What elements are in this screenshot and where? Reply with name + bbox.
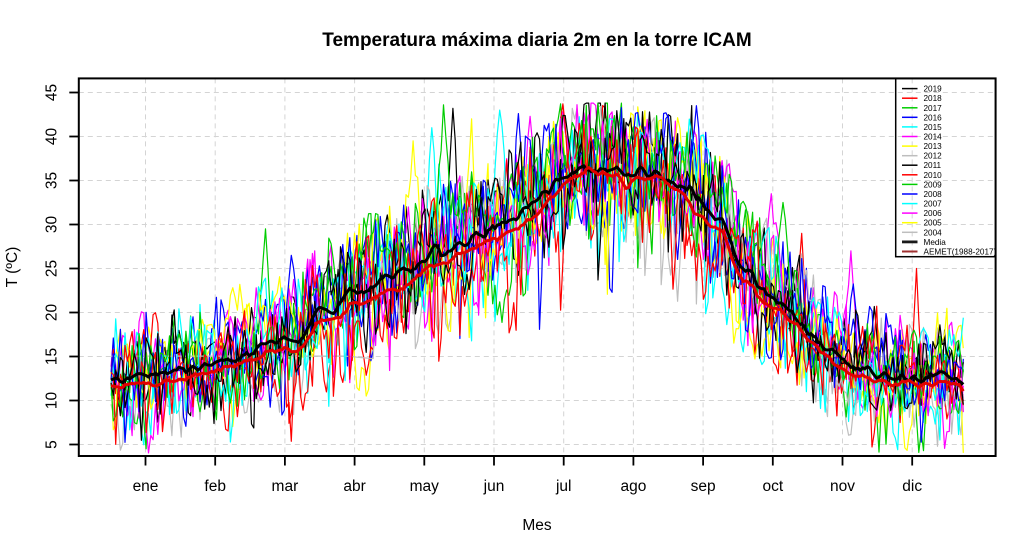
svg-text:nov: nov — [830, 478, 855, 495]
svg-text:T (ºC): T (ºC) — [4, 247, 21, 288]
svg-text:2009: 2009 — [924, 180, 943, 189]
svg-text:45: 45 — [43, 84, 60, 101]
svg-text:2017: 2017 — [924, 104, 943, 113]
svg-text:2016: 2016 — [924, 113, 943, 122]
svg-text:2008: 2008 — [924, 190, 943, 199]
svg-text:2010: 2010 — [924, 171, 943, 180]
svg-text:2007: 2007 — [924, 200, 943, 209]
svg-text:10: 10 — [43, 392, 60, 410]
svg-text:oct: oct — [762, 478, 783, 495]
svg-text:2005: 2005 — [924, 219, 943, 228]
svg-text:sep: sep — [691, 478, 716, 495]
svg-text:30: 30 — [43, 216, 60, 234]
svg-text:jun: jun — [483, 478, 505, 495]
svg-text:dic: dic — [902, 478, 922, 495]
svg-text:35: 35 — [43, 172, 60, 189]
svg-text:Temperatura máxima diaria 2m e: Temperatura máxima diaria 2m en la torre… — [322, 30, 751, 51]
svg-text:2015: 2015 — [924, 123, 943, 132]
svg-text:2019: 2019 — [924, 85, 943, 94]
svg-text:2006: 2006 — [924, 209, 943, 218]
svg-text:25: 25 — [43, 260, 60, 277]
svg-text:Mes: Mes — [522, 517, 552, 534]
svg-text:jul: jul — [555, 478, 572, 495]
svg-text:Media: Media — [924, 238, 947, 247]
svg-text:2014: 2014 — [924, 133, 943, 142]
svg-text:abr: abr — [343, 478, 365, 495]
svg-text:AEMET(1988-2017): AEMET(1988-2017) — [924, 248, 997, 257]
svg-text:feb: feb — [204, 478, 226, 495]
svg-text:mar: mar — [272, 478, 299, 495]
svg-text:ene: ene — [133, 478, 159, 495]
svg-text:2011: 2011 — [924, 161, 942, 170]
svg-text:5: 5 — [43, 440, 60, 449]
svg-text:40: 40 — [43, 128, 60, 146]
svg-text:2018: 2018 — [924, 94, 943, 103]
svg-text:15: 15 — [43, 348, 60, 365]
svg-text:may: may — [410, 478, 440, 495]
svg-text:2012: 2012 — [924, 152, 943, 161]
svg-text:2013: 2013 — [924, 142, 943, 151]
svg-text:2004: 2004 — [924, 228, 943, 237]
svg-text:20: 20 — [43, 304, 60, 322]
svg-text:ago: ago — [620, 478, 646, 495]
